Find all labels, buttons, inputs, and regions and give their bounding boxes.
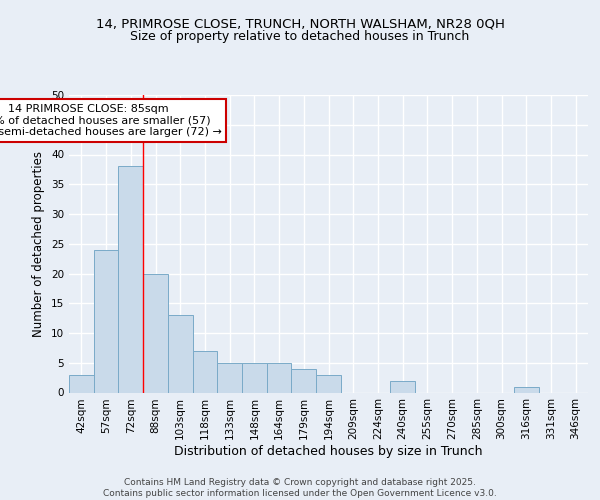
- Text: Size of property relative to detached houses in Trunch: Size of property relative to detached ho…: [130, 30, 470, 43]
- Bar: [242, 363, 267, 392]
- Bar: [143, 274, 168, 392]
- Bar: [94, 250, 118, 392]
- Bar: [514, 386, 539, 392]
- Bar: [217, 363, 242, 392]
- Bar: [316, 374, 341, 392]
- Bar: [168, 315, 193, 392]
- Bar: [267, 363, 292, 392]
- Bar: [292, 368, 316, 392]
- X-axis label: Distribution of detached houses by size in Trunch: Distribution of detached houses by size …: [174, 445, 483, 458]
- Text: 14 PRIMROSE CLOSE: 85sqm
← 44% of detached houses are smaller (57)
56% of semi-d: 14 PRIMROSE CLOSE: 85sqm ← 44% of detach…: [0, 104, 222, 137]
- Text: Contains HM Land Registry data © Crown copyright and database right 2025.
Contai: Contains HM Land Registry data © Crown c…: [103, 478, 497, 498]
- Text: 14, PRIMROSE CLOSE, TRUNCH, NORTH WALSHAM, NR28 0QH: 14, PRIMROSE CLOSE, TRUNCH, NORTH WALSHA…: [95, 18, 505, 30]
- Bar: [69, 374, 94, 392]
- Y-axis label: Number of detached properties: Number of detached properties: [32, 151, 46, 337]
- Bar: [193, 351, 217, 393]
- Bar: [390, 380, 415, 392]
- Bar: [118, 166, 143, 392]
